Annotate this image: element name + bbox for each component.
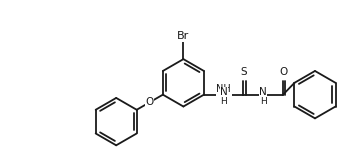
Text: NH
H: NH H: [216, 84, 231, 105]
Text: H: H: [260, 97, 267, 106]
Text: Br: Br: [177, 31, 190, 41]
Text: S: S: [240, 67, 247, 77]
Text: N: N: [220, 87, 227, 97]
Text: O: O: [279, 67, 287, 77]
Text: N: N: [259, 87, 267, 97]
Text: O: O: [146, 97, 154, 107]
Text: H: H: [220, 97, 227, 106]
